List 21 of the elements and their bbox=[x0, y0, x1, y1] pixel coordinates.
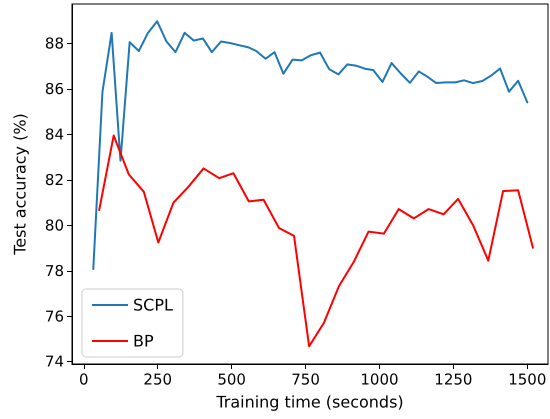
y-tick-label: 86 bbox=[44, 80, 64, 98]
y-tick-label: 84 bbox=[44, 126, 64, 144]
x-tick-label: 750 bbox=[291, 370, 320, 388]
x-tick-label: 1000 bbox=[360, 370, 399, 388]
y-tick-label: 76 bbox=[44, 307, 64, 326]
x-axis-title: Training time (seconds) bbox=[215, 392, 404, 412]
y-tick-label: 74 bbox=[44, 352, 64, 371]
y-tick-label: 78 bbox=[44, 262, 64, 280]
y-axis-title: Test accuracy (%) bbox=[10, 113, 30, 256]
legend-label: SCPL bbox=[133, 296, 173, 314]
x-tick-label: 500 bbox=[217, 370, 246, 388]
x-tick-label: 250 bbox=[143, 370, 172, 388]
x-tick-label: 0 bbox=[79, 370, 89, 388]
legend-label: BP bbox=[133, 332, 154, 350]
x-tick-label: 1500 bbox=[508, 370, 546, 388]
line-series bbox=[92, 20, 528, 270]
line-series bbox=[98, 134, 534, 348]
y-tick-label: 80 bbox=[44, 216, 64, 234]
y-tick-label: 88 bbox=[44, 34, 64, 53]
y-tick-label: 82 bbox=[44, 171, 64, 190]
x-tick-label: 1250 bbox=[434, 370, 472, 388]
